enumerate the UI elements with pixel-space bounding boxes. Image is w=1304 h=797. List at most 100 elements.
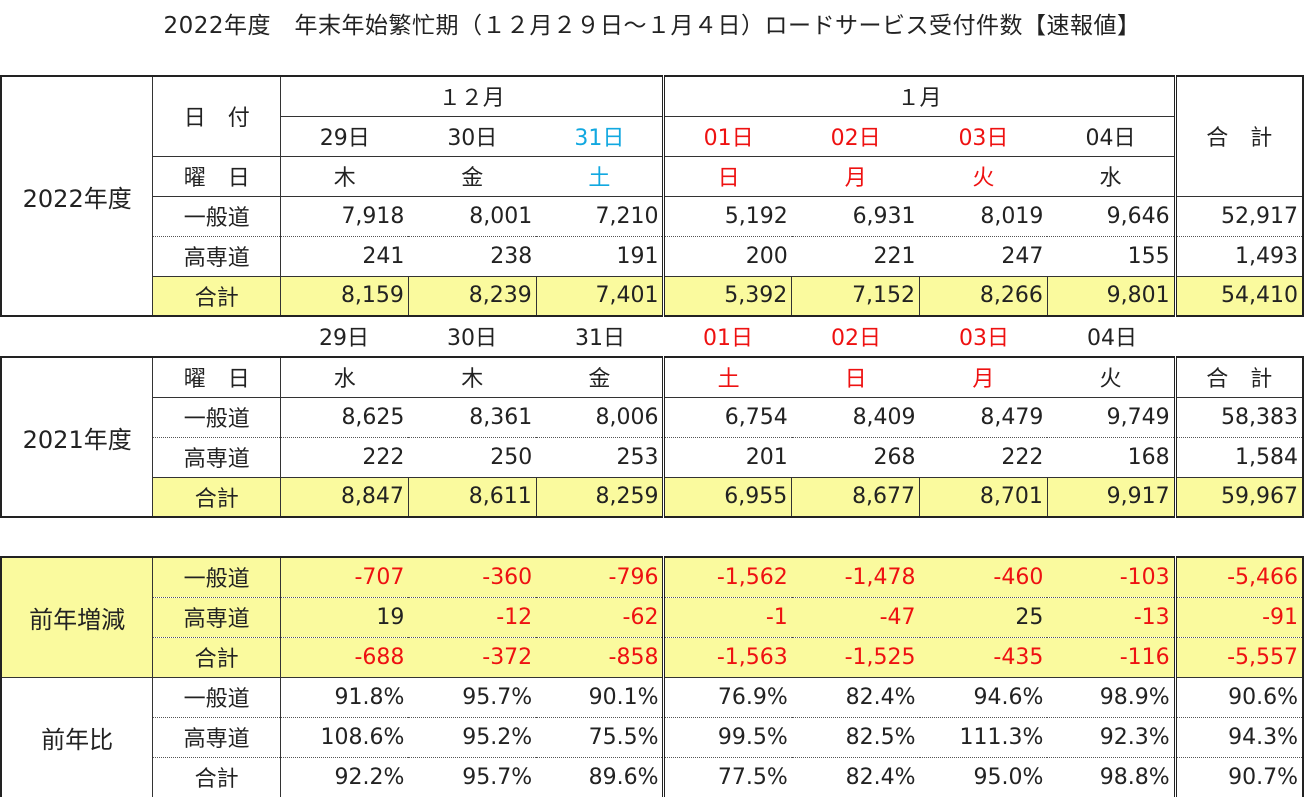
value-cell: 222 — [280, 436, 409, 477]
value-cell: 8,239 — [408, 275, 537, 317]
value-cell: 99.5% — [663, 716, 792, 757]
total-header: 合 計 — [1175, 356, 1304, 397]
value-cell: 238 — [408, 235, 537, 276]
value-cell: 8,001 — [408, 195, 537, 236]
date-cell: 30日 — [447, 126, 498, 151]
value-cell: 9,646 — [1047, 195, 1177, 236]
value-cell: -688 — [280, 636, 409, 678]
date-cell: 31日 — [536, 116, 666, 156]
row-label-general: 一般道 — [152, 396, 282, 437]
value-cell: 82.5% — [791, 716, 920, 757]
row-label-expressway: 高専道 — [152, 596, 282, 637]
total-cell: 1,584 — [1175, 436, 1304, 477]
value-cell: 8,677 — [791, 476, 921, 518]
date-cell: 02日 — [831, 326, 881, 351]
value-cell: 8,259 — [536, 476, 666, 518]
date-cell: 31日 — [575, 326, 625, 351]
value-cell: 191 — [536, 235, 666, 276]
value-cell: 253 — [536, 436, 666, 477]
value-cell: 8,625 — [280, 396, 409, 437]
value-cell: -13 — [1047, 596, 1177, 637]
value-cell: 168 — [1047, 436, 1177, 477]
value-cell: 8,479 — [919, 396, 1048, 437]
weekday-cell: 木 — [280, 155, 409, 196]
total-cell: 90.6% — [1175, 677, 1304, 717]
weekday-cell: 水 — [1047, 155, 1177, 196]
value-cell: 6,931 — [791, 195, 920, 236]
weekday-cell: 土 — [663, 356, 792, 397]
total-cell: 1,493 — [1175, 235, 1304, 276]
value-cell: 250 — [408, 436, 537, 477]
value-cell: 6,754 — [663, 396, 792, 437]
value-cell: 7,401 — [536, 275, 666, 317]
weekday-cell: 木 — [408, 356, 537, 397]
value-cell: 241 — [280, 235, 409, 276]
value-cell: 5,192 — [663, 195, 792, 236]
weekday-cell: 火 — [1047, 356, 1177, 397]
total-cell: -5,466 — [1175, 556, 1304, 597]
value-cell: 6,955 — [663, 476, 793, 518]
row-label-general: 一般道 — [152, 556, 282, 597]
total-cell: -5,557 — [1175, 636, 1304, 678]
value-cell: 9,749 — [1047, 396, 1177, 437]
total-header: 合 計 — [1175, 75, 1304, 197]
value-cell: 8,409 — [791, 396, 920, 437]
value-cell: 8,006 — [536, 396, 666, 437]
row-label-general: 一般道 — [152, 195, 282, 236]
value-cell: 200 — [663, 235, 792, 276]
value-cell: 201 — [663, 436, 792, 477]
value-cell: -62 — [536, 596, 666, 637]
value-cell: 98.8% — [1047, 756, 1177, 797]
total-cell: 94.3% — [1175, 716, 1304, 757]
fy2022-table: 2022年度 日 付 １２月 １月 合 計 29日 30日 31日 01日 02… — [0, 75, 1304, 317]
row-label-subtotal: 合計 — [152, 476, 282, 518]
weekday-header: 曜 日 — [152, 356, 282, 397]
weekday-cell: 月 — [791, 155, 920, 196]
value-cell: 9,801 — [1047, 275, 1177, 317]
value-cell: 8,159 — [280, 275, 409, 317]
total-cell: 52,917 — [1175, 195, 1304, 236]
value-cell: 89.6% — [536, 756, 666, 797]
ratio-label: 前年比 — [0, 677, 154, 797]
row-label-general: 一般道 — [152, 677, 282, 717]
value-cell: 76.9% — [717, 684, 788, 710]
value-cell: 5,392 — [663, 275, 793, 317]
value-cell: -707 — [280, 556, 409, 597]
value-cell: -1,562 — [663, 556, 792, 597]
date-cell: 01日 — [703, 326, 753, 351]
value-cell: -116 — [1047, 636, 1177, 678]
row-label-expressway: 高専道 — [152, 716, 282, 757]
value-cell: 247 — [919, 235, 1048, 276]
value-cell: 7,152 — [791, 275, 921, 317]
month-jan-header: １月 — [663, 75, 1177, 117]
value-cell: 75.5% — [536, 716, 666, 757]
value-cell: -360 — [408, 556, 537, 597]
value-cell: -1,478 — [791, 556, 920, 597]
value-cell: 8,361 — [408, 396, 537, 437]
row-label-subtotal: 合計 — [152, 756, 282, 797]
value-cell: 221 — [791, 235, 920, 276]
value-cell: 222 — [919, 436, 1048, 477]
date-cell: 04日 — [1087, 326, 1137, 351]
fy2022-label: 2022年度 — [0, 75, 154, 317]
weekday-cell: 土 — [536, 155, 666, 196]
value-cell: 111.3% — [919, 716, 1048, 757]
fy2021-label: 2021年度 — [0, 356, 154, 518]
value-cell: 8,019 — [919, 195, 1048, 236]
value-cell: -460 — [919, 556, 1048, 597]
value-cell: 95.2% — [408, 716, 537, 757]
value-cell: 8,266 — [919, 275, 1048, 317]
total-cell: 54,410 — [1175, 275, 1304, 317]
weekday-cell: 月 — [919, 356, 1048, 397]
value-cell: 90.1% — [536, 677, 666, 717]
value-cell: 91.8% — [334, 684, 405, 710]
value-cell: 19 — [280, 596, 409, 637]
value-cell: 25 — [919, 596, 1048, 637]
diff-label: 前年増減 — [0, 556, 154, 678]
value-cell: 82.4% — [791, 756, 920, 797]
weekday-cell: 火 — [919, 155, 1048, 196]
value-cell: 98.9% — [1047, 677, 1177, 717]
date-cell: 29日 — [319, 326, 369, 351]
month-dec-header: １２月 — [280, 75, 666, 117]
weekday-cell: 日 — [663, 155, 792, 196]
